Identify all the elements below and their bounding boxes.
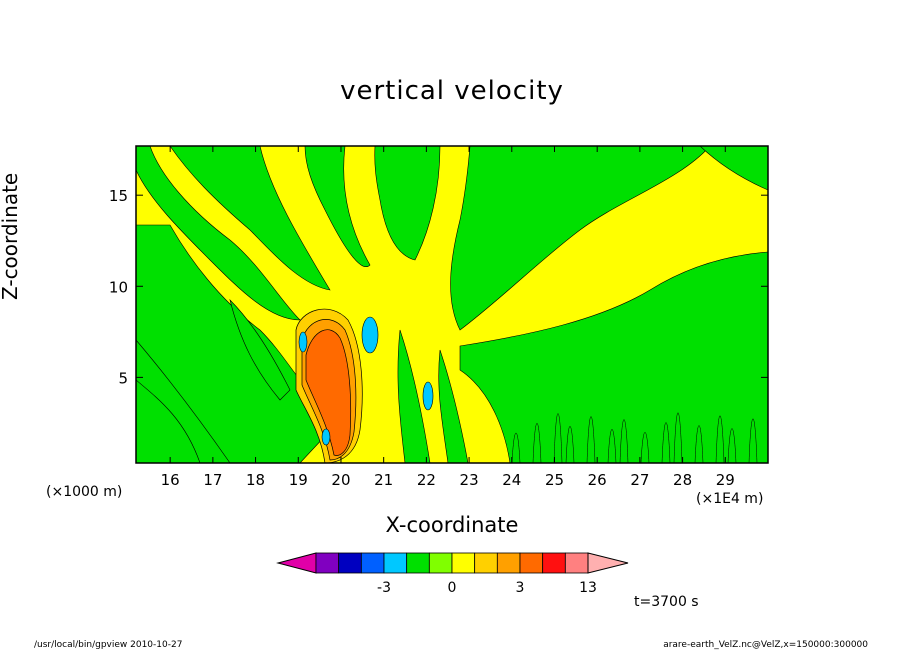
green-finger-6 (619, 419, 629, 463)
x-tick-label: 17 (203, 471, 222, 489)
colorbar-label: 3 (516, 580, 525, 596)
colorbar-swatch (451, 552, 476, 574)
time-label: t=3700 s (634, 594, 699, 610)
green-band-6 (450, 146, 711, 331)
green-finger-2 (553, 413, 563, 463)
green-finger-5 (607, 429, 617, 463)
green-finger-0 (511, 432, 521, 463)
downdraft-cell-1 (298, 331, 308, 353)
y-axis: 5 10 15 (109, 187, 768, 387)
green-finger-4 (586, 416, 596, 463)
green-finger-12 (727, 428, 737, 463)
colorbar-swatch (542, 552, 566, 574)
colorbar-low-arrow (276, 552, 317, 574)
x-unit-right: (×1E4 m) (696, 491, 764, 507)
x-tick-label: 19 (289, 471, 308, 489)
x-tick-label: 24 (502, 471, 521, 489)
colorbar-swatch (383, 552, 408, 574)
green-finger-9 (673, 412, 683, 463)
footer-left: /usr/local/bin/gpview 2010-10-27 (34, 640, 183, 650)
downdraft-cell-0 (361, 316, 379, 354)
x-tick-label: 29 (716, 471, 735, 489)
green-band-7 (459, 251, 768, 463)
x-tick-label: 21 (374, 471, 393, 489)
x-axis-label: X-coordinate (385, 513, 519, 537)
x-tick-label: 20 (331, 471, 350, 489)
chart-title: vertical velocity (340, 76, 564, 106)
colorbar-swatch (474, 552, 498, 574)
colorbar-swatch (406, 552, 430, 574)
downdraft-cell-3 (321, 428, 331, 446)
green-band-12 (438, 349, 469, 463)
green-finger-7 (640, 432, 650, 463)
green-band-2 (169, 146, 331, 291)
colorbar-swatch (360, 552, 385, 574)
contour-field (136, 146, 768, 463)
colorbar-label: 0 (448, 580, 457, 596)
plot-frame (135, 145, 769, 464)
y-axis-label: Z-coordinate (0, 172, 22, 300)
colorbar-swatch (519, 552, 544, 574)
x-tick-label: 25 (545, 471, 564, 489)
colorbar-swatch (428, 552, 453, 574)
colorbar: -3 0 3 13 (276, 552, 629, 596)
green-finger-13 (748, 418, 758, 463)
updraft-contour-2 (305, 329, 352, 456)
y-tick-label: 15 (109, 187, 128, 205)
x-axis: 16 17 18 19 20 21 22 23 24 25 26 27 28 29 (161, 146, 735, 489)
downdraft-cell-2 (422, 381, 434, 411)
x-tick-label: 26 (588, 471, 607, 489)
green-band-4 (304, 146, 371, 268)
y-tick-label: 10 (109, 278, 128, 296)
colorbar-high-arrow (587, 552, 629, 574)
colorbar-swatch (496, 552, 521, 574)
green-finger-8 (661, 422, 671, 463)
x-tick-label: 28 (673, 471, 692, 489)
colorbar-swatch (564, 552, 589, 574)
x-tick-label: 23 (460, 471, 479, 489)
green-band-5 (374, 146, 441, 261)
green-band-11 (397, 329, 431, 463)
green-finger-11 (715, 415, 725, 463)
colorbar-swatch (338, 552, 362, 574)
y-tick-label: 5 (118, 369, 128, 387)
colorbar-label: 13 (579, 580, 597, 596)
x-tick-label: 16 (161, 471, 180, 489)
green-finger-10 (694, 425, 704, 463)
x-tick-label: 18 (246, 471, 265, 489)
colorbar-label: -3 (377, 580, 391, 596)
green-finger-3 (565, 426, 575, 463)
x-unit-left: (×1000 m) (46, 484, 123, 500)
colorbar-swatch (315, 552, 340, 574)
footer-right: arare-earth_VelZ.nc@VelZ,x=150000:300000 (663, 640, 868, 650)
x-tick-label: 22 (417, 471, 436, 489)
x-tick-label: 27 (630, 471, 649, 489)
green-band-3 (136, 146, 301, 321)
green-band-10 (229, 299, 291, 401)
green-finger-1 (532, 423, 542, 463)
